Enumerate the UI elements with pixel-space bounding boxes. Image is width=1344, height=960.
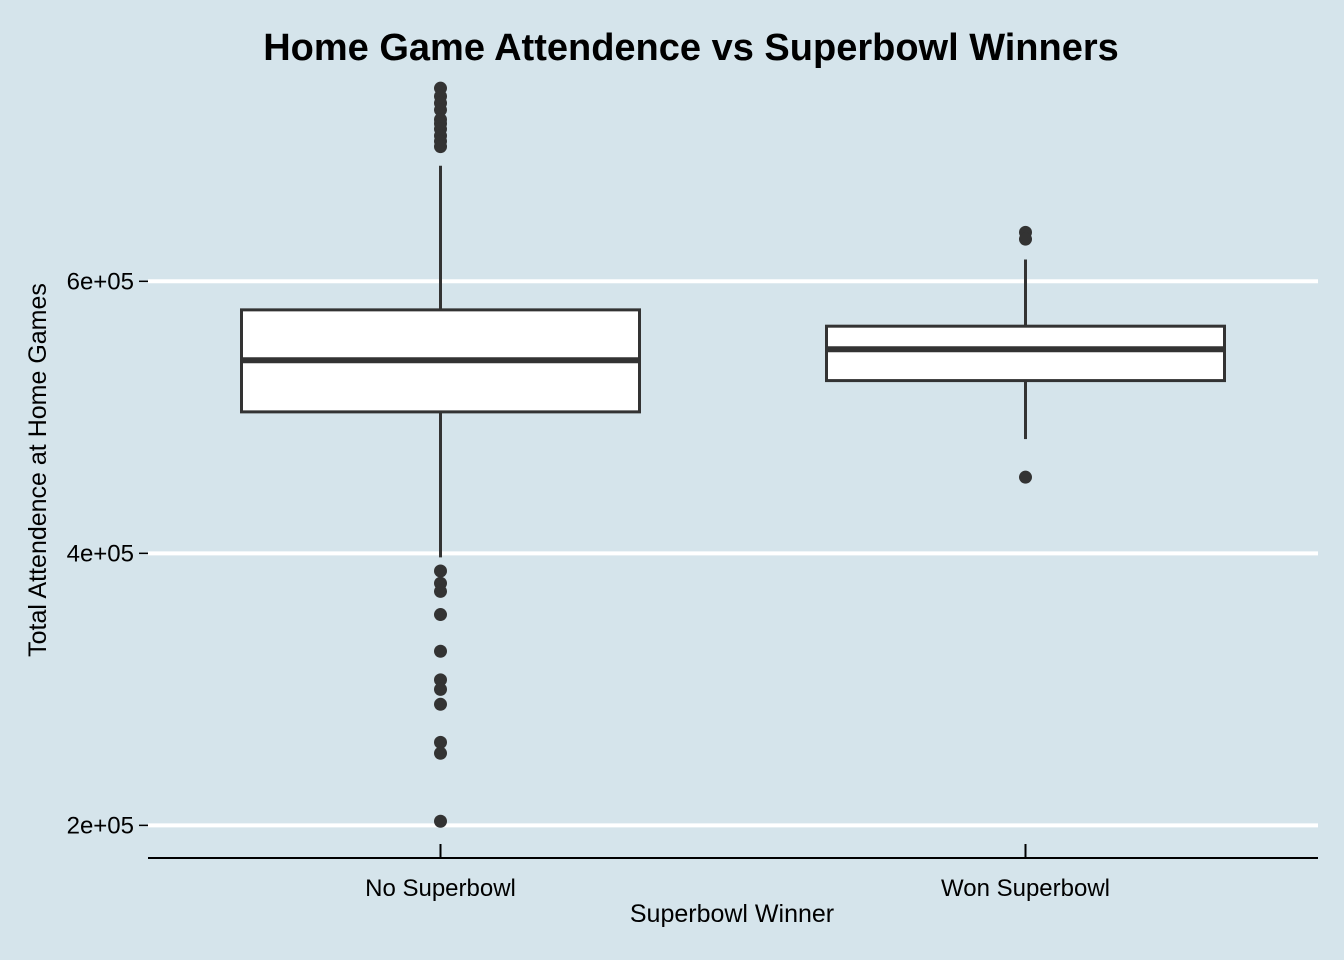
outlier-point xyxy=(434,564,447,578)
outlier-point xyxy=(434,103,447,117)
y-tick-label: 4e+05 xyxy=(67,540,134,567)
outlier-point xyxy=(434,644,447,658)
outlier-point xyxy=(434,814,447,828)
box-group xyxy=(825,225,1226,484)
x-tick-label: No Superbowl xyxy=(365,875,516,902)
box-group xyxy=(240,81,641,828)
outlier-point xyxy=(434,584,447,598)
outlier-point xyxy=(434,682,447,696)
chart-title: Home Game Attendence vs Superbowl Winner… xyxy=(263,27,1119,69)
y-tick-label: 2e+05 xyxy=(67,812,134,839)
outlier-point xyxy=(1019,470,1032,484)
outlier-point xyxy=(434,746,447,760)
axes: 2e+05 4e+05 6e+05 No Superbowl Won Superbowl xyxy=(67,268,1318,902)
y-axis-label: Total Attendence at Home Games xyxy=(24,283,52,657)
x-tick-label: Won Superbowl xyxy=(941,875,1110,902)
outlier-point xyxy=(434,140,447,154)
y-tick-label: 6e+05 xyxy=(67,268,134,295)
gridlines xyxy=(148,279,1318,828)
outlier-point xyxy=(434,735,447,749)
x-axis-label: Superbowl Winner xyxy=(630,900,834,928)
outlier-point xyxy=(434,673,447,687)
box-iqr xyxy=(825,324,1226,383)
outlier-point xyxy=(1019,232,1032,246)
outlier-point xyxy=(434,697,447,711)
outlier-point xyxy=(434,608,447,622)
boxes xyxy=(240,81,1226,828)
